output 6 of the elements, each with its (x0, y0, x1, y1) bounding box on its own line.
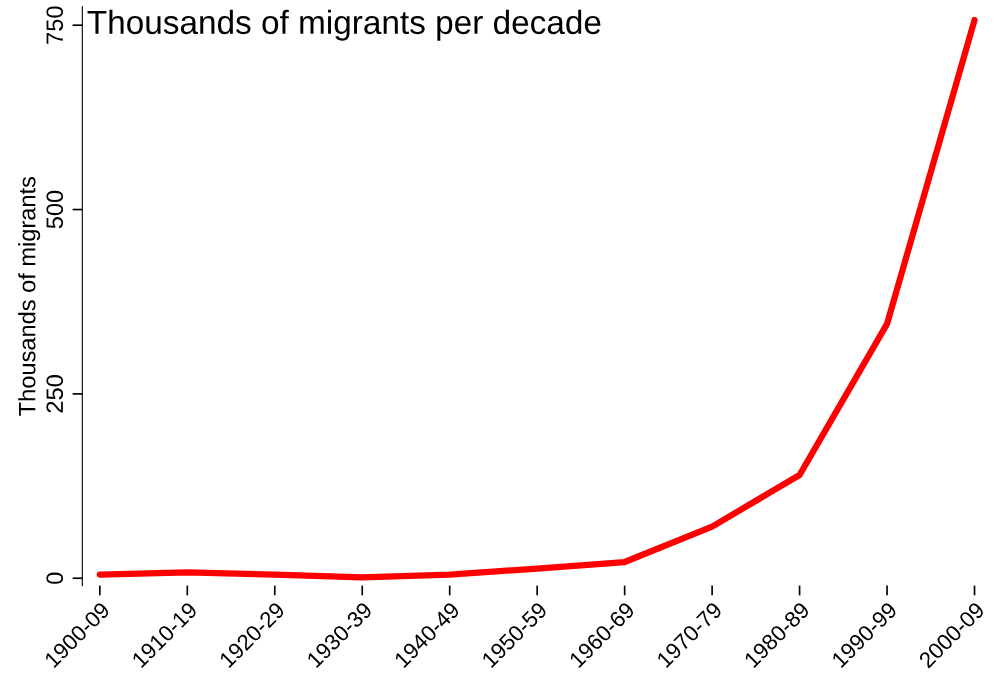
y-tick-label: 750 (46, 6, 64, 44)
y-tick-label: 500 (46, 190, 64, 229)
y-tick-label: 250 (46, 375, 64, 413)
y-axis-title: Thousands of migrants (18, 176, 41, 416)
y-tick-label: 0 (46, 572, 64, 584)
chart-title: Thousands of migrants per decade (87, 9, 601, 41)
